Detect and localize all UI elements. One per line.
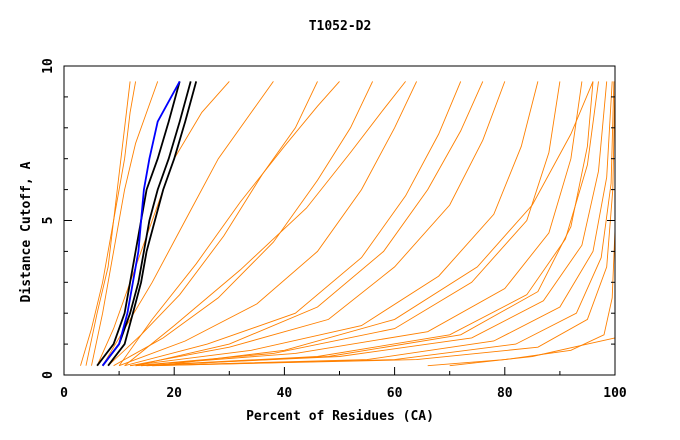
chart-title: T1052-D2	[309, 19, 372, 34]
series-line-13	[141, 81, 599, 367]
series-line-8	[124, 81, 462, 367]
series-line-25	[96, 81, 181, 367]
x-tick-label: 60	[387, 386, 403, 401]
series-line-1	[85, 81, 137, 366]
x-tick-label: 0	[60, 386, 68, 401]
series-line-2	[91, 81, 159, 366]
series-line-24	[449, 337, 616, 367]
series-line-4	[102, 81, 274, 366]
series-line-22	[146, 81, 594, 367]
series-line-19	[124, 81, 406, 367]
series-line-27	[107, 81, 198, 367]
series-line-3	[96, 81, 230, 366]
series-line-21	[135, 81, 484, 367]
series-line-16	[152, 81, 615, 367]
series-line-7	[118, 81, 418, 367]
y-tick-label: 10	[41, 58, 56, 74]
y-tick-label: 0	[41, 371, 56, 379]
series-line-6	[113, 81, 374, 367]
series-line-18	[157, 81, 594, 367]
y-tick-label: 5	[41, 217, 56, 225]
x-axis-title: Percent of Residues (CA)	[246, 409, 434, 424]
x-tick-label: 100	[603, 386, 627, 401]
x-tick-label: 80	[497, 386, 513, 401]
series-line-10	[130, 81, 539, 367]
series-line-15	[146, 81, 613, 367]
series-line-20	[118, 81, 340, 366]
series-line-12	[135, 81, 583, 367]
series-line-28	[101, 80, 181, 367]
series-line-26	[101, 81, 192, 367]
series-line-14	[141, 81, 608, 367]
axis-ticks: 0 20 40 60 80 100 0 5 10	[41, 58, 627, 401]
series-line-9	[130, 81, 506, 367]
plot-lines	[80, 80, 616, 367]
series-line-0	[80, 81, 131, 366]
series-line-17	[152, 81, 616, 367]
x-tick-label: 40	[277, 386, 293, 401]
x-tick-label: 20	[166, 386, 182, 401]
series-line-11	[135, 81, 561, 367]
y-axis-title: Distance Cutoff, A	[19, 161, 34, 302]
